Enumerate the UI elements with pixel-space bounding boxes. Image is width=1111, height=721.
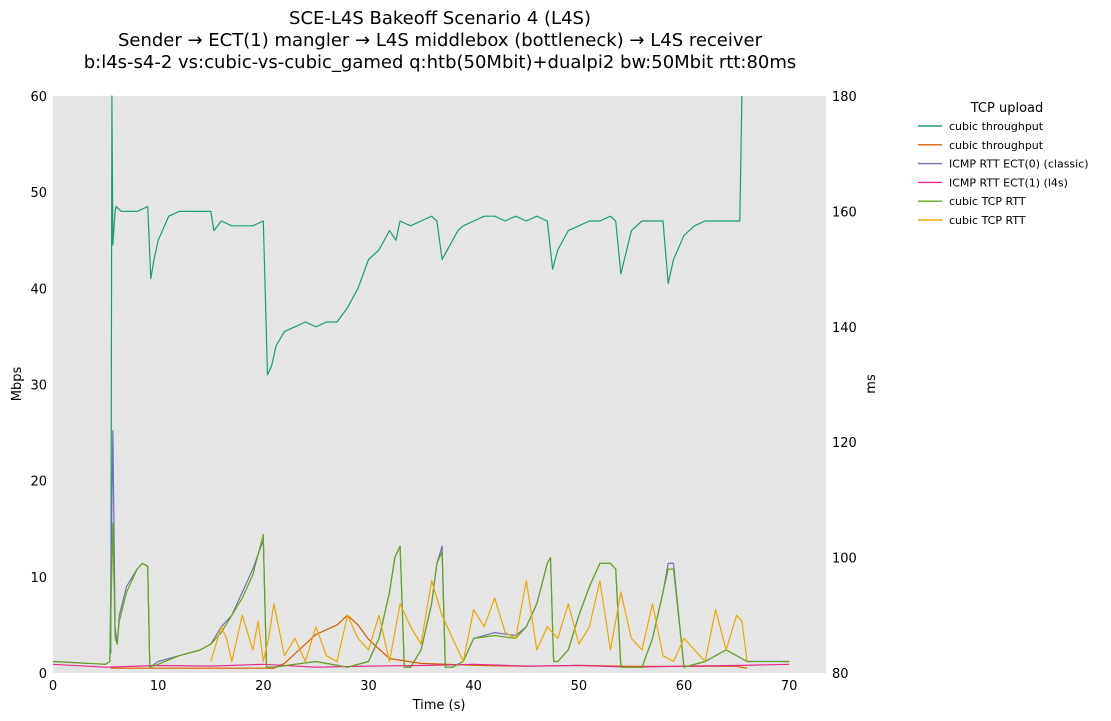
- legend-item: cubic TCP RTT: [918, 195, 1026, 208]
- legend-item: ICMP RTT ECT(1) (l4s): [918, 176, 1068, 189]
- x-tick-label-6: 60: [676, 679, 693, 694]
- legend-label: ICMP RTT ECT(0) (classic): [949, 158, 1089, 171]
- legend-label: cubic throughput: [949, 139, 1044, 152]
- series-line-4: [52, 663, 790, 668]
- y-right-tick-label-0: 80: [832, 667, 849, 682]
- y-left-tick-label-2: 20: [30, 475, 47, 490]
- chart-title: SCE-L4S Bakeoff Scenario 4 (L4S) Sender …: [84, 8, 797, 73]
- legend-item: ICMP RTT ECT(0) (classic): [918, 158, 1089, 171]
- x-tick-label-4: 40: [465, 679, 482, 694]
- y-right-tick-label-3: 140: [832, 321, 857, 336]
- legend-items: cubic throughput cubic throughput ICMP RTT…: [918, 120, 1089, 227]
- y-axis-label-left: Mbps: [10, 367, 25, 402]
- y-left-tick-label-0: 0: [39, 667, 47, 682]
- y-right-tick-label-4: 160: [832, 205, 857, 220]
- legend-title: TCP upload: [970, 101, 1044, 116]
- legend-label: cubic TCP RTT: [949, 195, 1026, 208]
- chart-title-line-1: SCE-L4S Bakeoff Scenario 4 (L4S): [289, 8, 591, 29]
- x-axis-label: Time (s): [412, 698, 466, 713]
- y-left-tick-label-3: 30: [30, 379, 47, 394]
- x-tick-label-7: 70: [781, 679, 798, 694]
- legend-label: cubic TCP RTT: [949, 214, 1026, 227]
- y-left-tick-label-5: 50: [30, 186, 47, 201]
- y-right-tick-label-5: 180: [832, 90, 857, 105]
- legend-item: cubic throughput: [918, 139, 1044, 152]
- series-line-1: [110, 95, 743, 654]
- series-line-5: [52, 522, 790, 668]
- y-left-tick-label-4: 40: [30, 282, 47, 297]
- series-lines: [52, 95, 790, 669]
- x-tick-label-0: 0: [49, 679, 57, 694]
- plot-area: [53, 96, 826, 673]
- x-tick-label-3: 30: [360, 679, 377, 694]
- y-right-tick-label-1: 100: [832, 552, 857, 567]
- y-axis-label-right: ms: [864, 374, 879, 394]
- series-line-6: [210, 580, 748, 663]
- chart-title-line-3: b:l4s-s4-2 vs:cubic-vs-cubic_gamed q:htb…: [84, 52, 797, 73]
- x-tick-label-2: 20: [255, 679, 272, 694]
- y-right-tick-label-2: 120: [832, 436, 857, 451]
- x-tick-label-1: 10: [150, 679, 167, 694]
- legend-item: cubic throughput: [918, 120, 1044, 133]
- legend-item: cubic TCP RTT: [918, 214, 1026, 227]
- y-left-tick-label-1: 10: [30, 571, 47, 586]
- legend-label: ICMP RTT ECT(1) (l4s): [949, 176, 1068, 189]
- y-left-tick-label-6: 60: [30, 90, 47, 105]
- legend-label: cubic throughput: [949, 120, 1044, 133]
- chart-title-line-2: Sender → ECT(1) mangler → L4S middlebox …: [118, 30, 763, 51]
- axis-ticks: 0 10 20 30 40 50 60 70 0 10 20 30 40 50 60 80 100 120 140 1…: [30, 90, 856, 694]
- x-tick-label-5: 50: [571, 679, 588, 694]
